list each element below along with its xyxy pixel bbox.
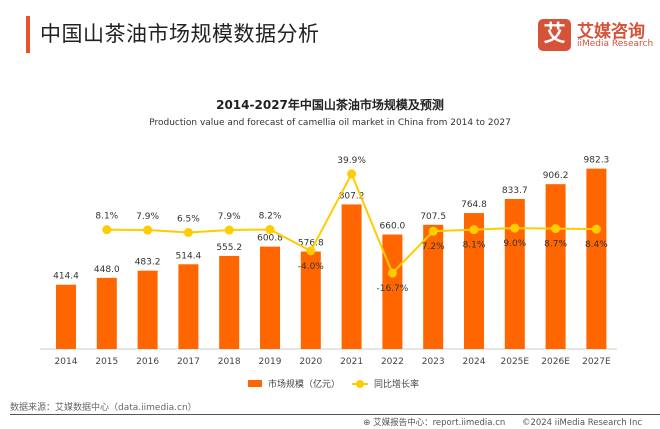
growth-point (551, 224, 561, 234)
bar (56, 284, 76, 349)
chart-title: 2014-2027年中国山茶油市场规模及预测 (216, 98, 444, 112)
growth-value-label: -16.7% (376, 284, 408, 294)
bar-value-label: 833.7 (502, 186, 528, 196)
bar (137, 270, 158, 349)
bar (178, 264, 199, 349)
legend-line-swatch (352, 379, 369, 389)
page-title: 中国山茶油市场规模数据分析 (40, 22, 320, 46)
bar-value-label: 764.8 (461, 200, 487, 210)
title-accent-bar (26, 16, 30, 53)
legend: 市场规模（亿元） 同比增长率 (248, 377, 419, 390)
bar-value-label: 660.0 (380, 222, 406, 232)
bar (545, 184, 566, 349)
bar-value-label: 600.8 (257, 234, 283, 244)
x-tick-label: 2025E (501, 357, 530, 367)
growth-value-label: 7.9% (218, 212, 241, 222)
growth-value-label: 39.9% (337, 156, 366, 166)
x-tick-label: 2027E (582, 357, 611, 367)
bar-value-label: 555.2 (216, 243, 242, 253)
logo-cn: 艾媒咨询 (577, 22, 645, 42)
x-tick-label: 2019 (259, 357, 282, 367)
bar (423, 224, 444, 349)
x-tick-label: 2024 (463, 357, 486, 367)
bar (341, 204, 362, 349)
bar-value-label: 483.2 (135, 258, 161, 268)
growth-point (510, 223, 520, 233)
legend-line-label: 同比增长率 (374, 380, 420, 390)
report-link[interactable]: 艾媒报告中心：report.iimedia.cn (373, 418, 506, 428)
bar-value-label: 448.0 (94, 265, 120, 275)
growth-point (387, 268, 397, 278)
bar (260, 246, 280, 349)
growth-point (102, 225, 112, 235)
growth-point (183, 227, 193, 237)
growth-point (306, 246, 316, 256)
bar (300, 251, 321, 349)
bar-value-label: 982.3 (584, 156, 610, 166)
bar-value-label: 514.4 (176, 251, 202, 261)
growth-value-label: 6.5% (177, 214, 200, 224)
bar-value-label: 707.5 (420, 212, 446, 222)
x-tick-label: 2015 (95, 357, 118, 367)
bar-value-label: 807.2 (339, 191, 365, 201)
footer: ⊕ 艾媒报告中心：report.iimedia.cn ©2024 iiMedia… (363, 416, 642, 428)
bar-value-label: 906.2 (543, 171, 569, 181)
legend-bar-swatch (248, 380, 262, 387)
chart-subtitle: Production value and forecast of camelli… (149, 118, 511, 128)
x-tick-label: 2014 (55, 357, 78, 367)
legend-bar-label: 市场规模（亿元） (268, 380, 341, 390)
growth-point (143, 225, 153, 235)
growth-point (224, 225, 234, 235)
growth-value-label: 8.1% (463, 241, 486, 251)
growth-point (428, 226, 438, 236)
growth-value-label: 9.0% (503, 239, 526, 249)
bar-value-label: 576.8 (298, 239, 324, 249)
x-tick-label: 2017 (177, 357, 200, 367)
bar (96, 277, 117, 349)
growth-value-label: 7.9% (136, 212, 159, 222)
bar (219, 255, 240, 349)
copyright: ©2024 iiMedia Research Inc (521, 418, 642, 428)
globe-icon: ⊕ (363, 418, 371, 428)
growth-value-label: 8.7% (544, 240, 567, 250)
x-tick-label: 2018 (218, 357, 241, 367)
x-tick-label: 2026E (541, 357, 570, 367)
logo-en: iiMedia Research (577, 39, 654, 49)
growth-value-label: 7.2% (422, 242, 445, 252)
bar (464, 213, 484, 349)
bar (504, 198, 525, 349)
bar-value-label: 414.4 (53, 272, 79, 282)
x-tick-label: 2020 (299, 357, 322, 367)
growth-value-label: 8.1% (95, 212, 118, 222)
growth-point (265, 224, 275, 234)
footer-divider (10, 414, 660, 415)
logo: 艾 艾媒咨询 iiMedia Research (538, 17, 658, 53)
logo-mark: 艾 (538, 19, 571, 51)
x-tick-label: 2023 (422, 357, 445, 367)
bar (586, 168, 607, 349)
growth-value-label: 8.2% (259, 211, 282, 221)
data-source: 数据来源：艾媒数据中心（data.iimedia.cn） (10, 403, 197, 413)
growth-value-label: 8.4% (585, 240, 608, 250)
x-tick-label: 2016 (136, 357, 159, 367)
growth-point (469, 225, 479, 235)
x-tick-label: 2021 (340, 357, 363, 367)
growth-point (347, 169, 357, 179)
x-tick-label: 2022 (381, 357, 404, 367)
growth-value-label: -4.0% (298, 262, 325, 272)
growth-point (591, 224, 601, 234)
